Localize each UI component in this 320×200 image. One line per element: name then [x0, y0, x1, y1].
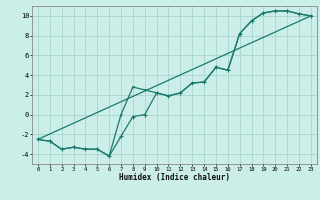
X-axis label: Humidex (Indice chaleur): Humidex (Indice chaleur): [119, 173, 230, 182]
